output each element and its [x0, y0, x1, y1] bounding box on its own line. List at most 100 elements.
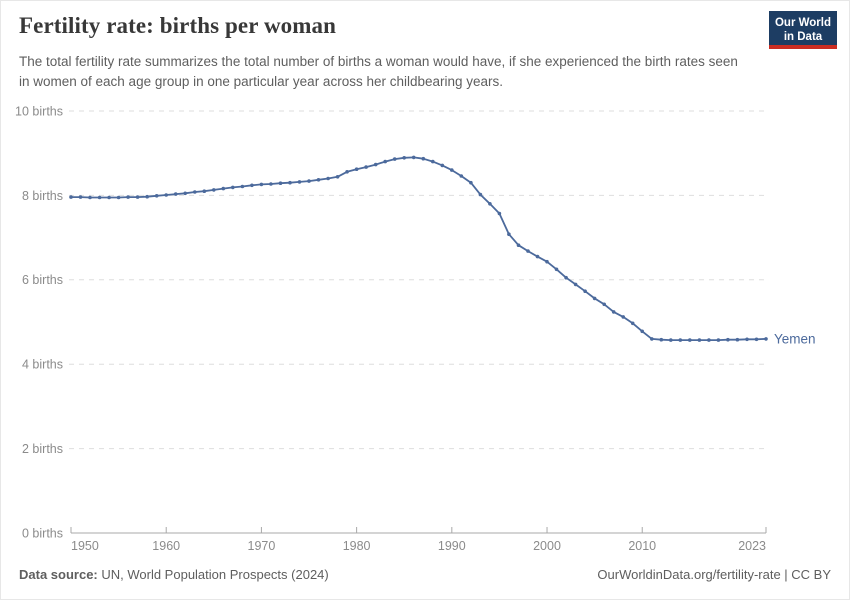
data-point[interactable]: [307, 179, 311, 183]
data-point[interactable]: [735, 337, 740, 342]
data-point[interactable]: [164, 193, 168, 197]
data-point[interactable]: [602, 302, 606, 307]
data-point[interactable]: [526, 249, 530, 253]
data-point[interactable]: [240, 184, 245, 189]
data-point[interactable]: [78, 195, 83, 199]
chart-footer: Data source: UN, World Population Prospe…: [19, 567, 831, 582]
data-point[interactable]: [316, 178, 321, 182]
data-point[interactable]: [364, 165, 368, 169]
data-source-note: Data source: UN, World Population Prospe…: [19, 567, 329, 582]
data-point[interactable]: [440, 163, 445, 168]
y-axis-tick-label: 6 births: [22, 273, 63, 287]
data-point[interactable]: [88, 195, 92, 200]
data-point[interactable]: [135, 195, 140, 199]
data-point[interactable]: [516, 243, 521, 247]
data-point[interactable]: [154, 194, 159, 198]
data-point[interactable]: [373, 162, 378, 167]
y-axis-tick-label: 10 births: [15, 104, 63, 118]
series-line-yemen[interactable]: [70, 156, 767, 341]
data-point[interactable]: [145, 194, 149, 199]
data-point[interactable]: [707, 338, 711, 342]
data-point[interactable]: [202, 189, 207, 193]
data-point[interactable]: [421, 156, 426, 161]
data-point[interactable]: [345, 170, 349, 174]
data-point[interactable]: [764, 337, 768, 341]
x-axis-tick-label: 2000: [533, 539, 561, 553]
data-point[interactable]: [250, 183, 254, 188]
data-point[interactable]: [754, 337, 759, 342]
data-point[interactable]: [450, 168, 454, 172]
x-axis-tick-label: 1990: [438, 539, 466, 553]
data-source-label: Data source:: [19, 567, 98, 582]
data-point[interactable]: [431, 159, 435, 164]
data-point[interactable]: [678, 338, 683, 342]
owid-logo-accent-bar: [769, 45, 837, 49]
data-point[interactable]: [221, 186, 226, 191]
entity-label[interactable]: Yemen: [774, 332, 816, 347]
data-point[interactable]: [107, 195, 111, 200]
data-point[interactable]: [193, 190, 197, 194]
x-axis-tick-label: 2023: [738, 539, 766, 553]
data-point[interactable]: [640, 329, 644, 334]
x-axis-tick-label: 1960: [152, 539, 180, 553]
data-point[interactable]: [116, 195, 121, 200]
data-point[interactable]: [630, 321, 635, 326]
data-point[interactable]: [288, 180, 292, 185]
data-point[interactable]: [173, 192, 178, 196]
data-point[interactable]: [611, 310, 616, 314]
data-point[interactable]: [297, 180, 302, 184]
data-point[interactable]: [507, 232, 511, 236]
data-point[interactable]: [69, 195, 73, 199]
x-axis-tick-label: 1950: [71, 539, 99, 553]
license-link[interactable]: OurWorldinData.org/fertility-rate | CC B…: [597, 567, 831, 582]
y-axis-tick-label: 8 births: [22, 189, 63, 203]
data-point[interactable]: [269, 182, 273, 186]
owid-logo-line1: Our World: [774, 16, 831, 29]
data-point[interactable]: [231, 185, 235, 190]
data-point[interactable]: [621, 315, 625, 319]
page-title: Fertility rate: births per woman: [19, 13, 337, 38]
data-point[interactable]: [488, 202, 492, 206]
data-point[interactable]: [392, 157, 397, 161]
data-point[interactable]: [688, 338, 692, 342]
data-point[interactable]: [592, 296, 597, 301]
data-point[interactable]: [335, 175, 340, 179]
data-point[interactable]: [745, 337, 749, 342]
data-point[interactable]: [278, 181, 283, 185]
y-axis-tick-label: 4 births: [22, 358, 63, 372]
data-point[interactable]: [573, 282, 578, 287]
data-point[interactable]: [726, 337, 730, 342]
data-point[interactable]: [212, 188, 216, 192]
data-point[interactable]: [535, 254, 540, 259]
data-point[interactable]: [554, 267, 559, 272]
data-point[interactable]: [659, 337, 664, 342]
data-point[interactable]: [497, 211, 502, 216]
data-point[interactable]: [183, 191, 187, 196]
data-point[interactable]: [669, 338, 673, 342]
data-point[interactable]: [583, 289, 587, 294]
data-point[interactable]: [697, 338, 702, 342]
data-point[interactable]: [564, 275, 568, 280]
data-point[interactable]: [354, 167, 359, 171]
chart-subtitle: The total fertility rate summarizes the …: [19, 54, 738, 89]
data-point[interactable]: [326, 176, 330, 181]
data-point[interactable]: [126, 195, 130, 199]
data-point[interactable]: [259, 182, 264, 187]
data-point[interactable]: [383, 159, 388, 164]
owid-logo[interactable]: Our World in Data: [769, 11, 837, 49]
data-point[interactable]: [469, 180, 473, 185]
y-axis-tick-label: 0 births: [22, 526, 63, 540]
data-point[interactable]: [411, 155, 416, 160]
data-point[interactable]: [402, 156, 407, 160]
x-axis-tick-label: 2010: [628, 539, 656, 553]
x-axis-tick-label: 1970: [248, 539, 276, 553]
data-point[interactable]: [716, 338, 721, 342]
data-point[interactable]: [545, 259, 549, 264]
data-point[interactable]: [650, 337, 654, 341]
y-axis-tick-label: 2 births: [22, 442, 63, 456]
data-point[interactable]: [459, 174, 464, 178]
data-point[interactable]: [97, 195, 102, 200]
data-point[interactable]: [478, 192, 483, 197]
